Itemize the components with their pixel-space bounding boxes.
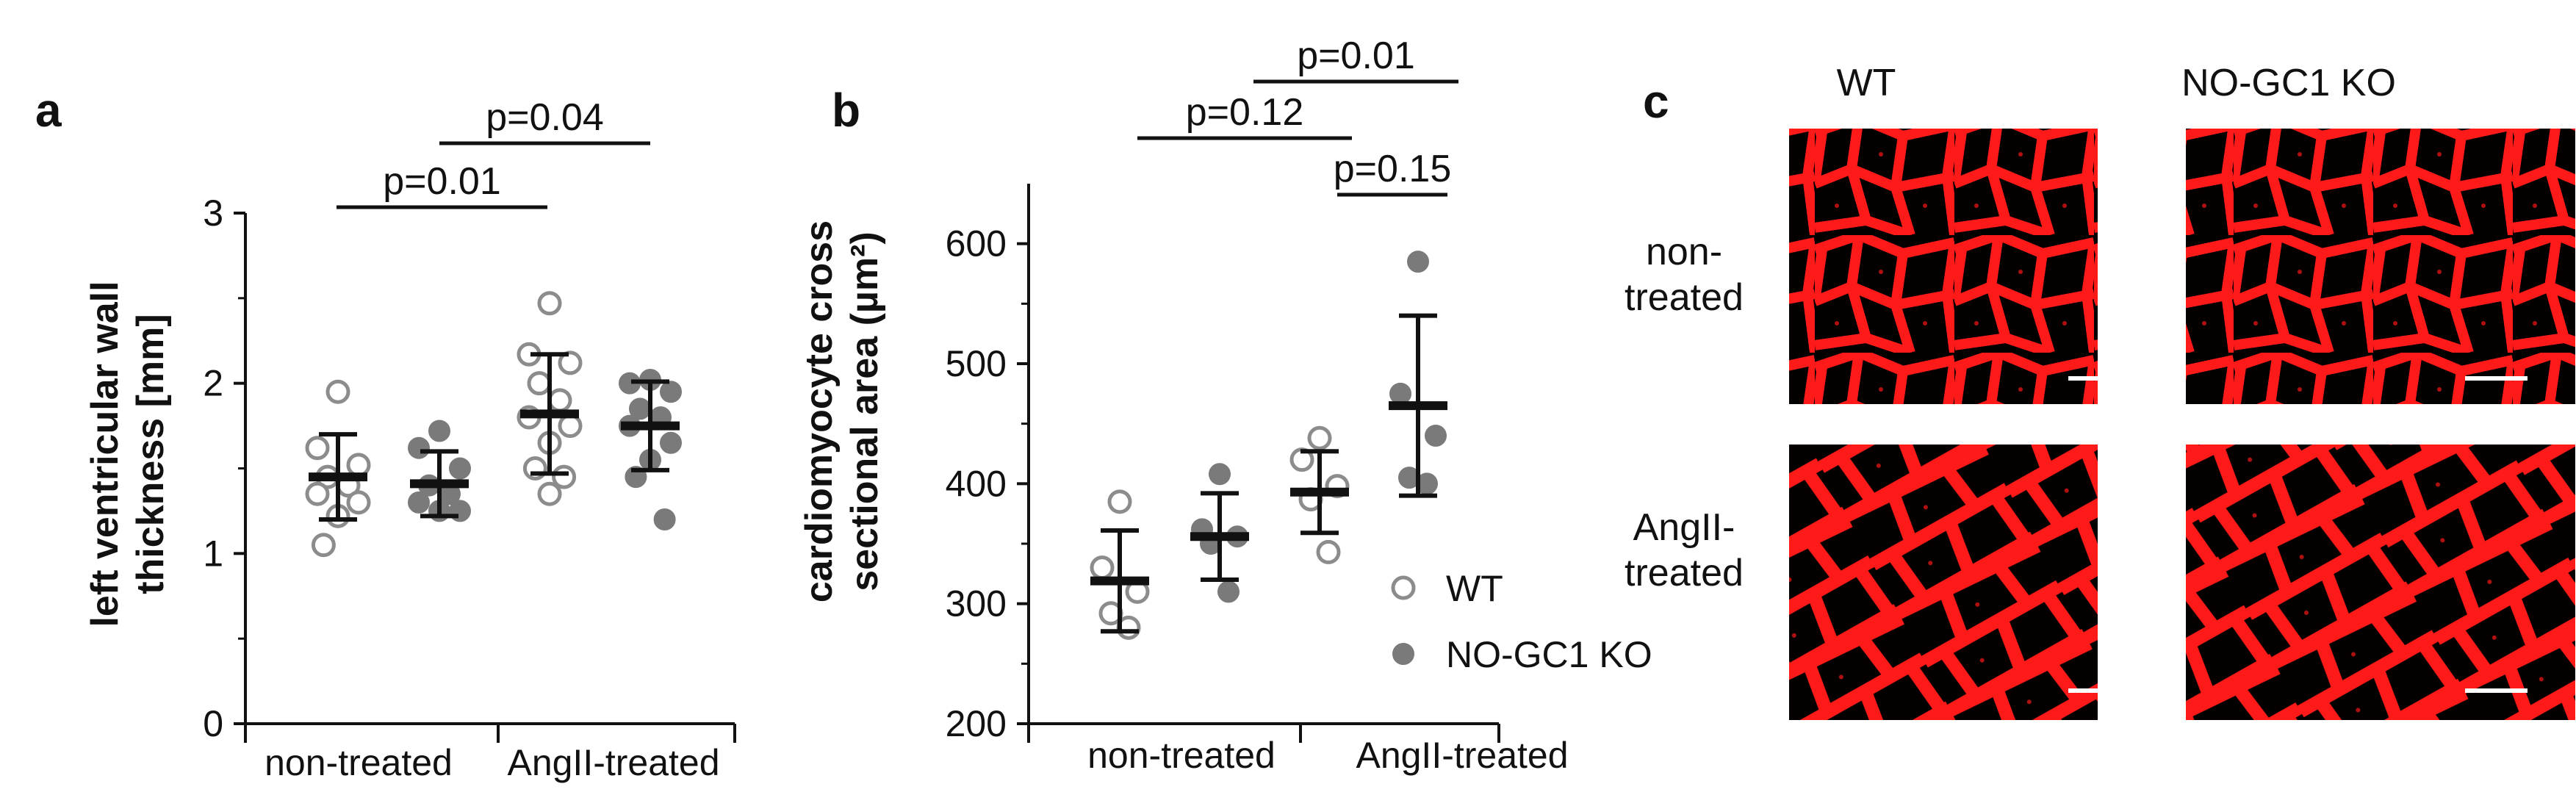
data-point	[558, 414, 583, 439]
p-value-label: p=0.04	[486, 96, 604, 139]
data-point	[408, 436, 430, 459]
data-point	[449, 457, 471, 480]
legend-marker	[1392, 643, 1414, 665]
data-point	[1389, 382, 1411, 405]
data-point	[537, 481, 562, 506]
row-header-angii-line2: treated	[1625, 552, 1744, 594]
data-point	[346, 490, 371, 515]
data-point	[552, 464, 577, 489]
micrograph-wt-nontreated	[1789, 129, 2098, 404]
micrograph-ko-nontreated	[2186, 129, 2575, 404]
panel-a-letter: a	[35, 84, 62, 137]
data-point	[305, 436, 330, 461]
panel-a-ylabel-line1: left ventricular wall	[84, 281, 126, 627]
y-tick-label: 500	[946, 343, 1007, 384]
p-value-label: p=0.01	[1297, 35, 1415, 77]
y-tick-label: 1	[203, 533, 223, 574]
panel-b-ylabel-line1: cardiomyocyte cross	[798, 220, 841, 602]
data-point	[325, 379, 350, 404]
row-header-nt-line1: non-	[1646, 231, 1722, 273]
p-value-label: p=0.01	[383, 160, 501, 203]
data-point	[558, 350, 583, 375]
data-point	[547, 388, 572, 413]
data-point	[1217, 580, 1240, 603]
legend-label: NO-GC1 KO	[1446, 634, 1652, 675]
data-point	[311, 533, 336, 558]
data-point	[527, 371, 552, 396]
data-point	[660, 381, 682, 403]
panel-b-plot: 200 300 400 500 600 non-treated AngII-treated p…	[946, 35, 1652, 776]
data-point	[653, 508, 676, 530]
p-value-label: p=0.15	[1334, 148, 1452, 190]
micrograph-ko-angii	[2186, 445, 2575, 720]
panel-c: c WT NO-GC1 KO non- treated AngII- treat…	[1625, 62, 2575, 720]
x-group-label: AngII-treated	[507, 742, 719, 783]
y-tick-label: 300	[946, 583, 1007, 625]
data-point	[1425, 425, 1447, 447]
data-point	[305, 481, 330, 506]
panel-a: a left ventricular wall thickness [mm] 0…	[35, 84, 736, 783]
data-point	[537, 291, 562, 316]
panel-b: b cardiomyocyte cross sectional area (µm…	[798, 35, 1652, 776]
column-header-ko: NO-GC1 KO	[2181, 62, 2396, 104]
data-point	[346, 453, 371, 478]
data-point	[1407, 251, 1429, 273]
y-tick-label: 0	[203, 703, 223, 744]
panel-a-ylabel-line2: thickness [mm]	[129, 314, 172, 594]
panel-b-ylabel-line2: sectional area (µm²)	[843, 231, 886, 591]
data-point	[408, 491, 430, 514]
micrograph-wt-angii	[1789, 445, 2098, 720]
legend-label: WT	[1446, 568, 1503, 609]
row-header-nt-line2: treated	[1625, 276, 1744, 319]
x-group-label: non-treated	[1087, 735, 1276, 776]
row-header-angii-line1: AngII-	[1633, 506, 1735, 549]
y-tick-label: 400	[946, 463, 1007, 504]
x-group-label: non-treated	[265, 742, 453, 783]
panel-b-letter: b	[832, 84, 860, 137]
y-tick-label: 3	[203, 192, 223, 234]
y-tick-label: 200	[946, 703, 1007, 744]
y-tick-label: 600	[946, 223, 1007, 265]
data-point	[1209, 463, 1231, 486]
data-point	[428, 420, 450, 442]
data-point	[1107, 489, 1132, 514]
y-tick-label: 2	[203, 363, 223, 404]
x-group-label: AngII-treated	[1356, 735, 1568, 776]
data-point	[1090, 555, 1115, 580]
column-header-wt: WT	[1837, 62, 1896, 104]
data-point	[1316, 539, 1341, 564]
legend-marker	[1391, 575, 1416, 600]
panel-c-letter: c	[1643, 75, 1669, 128]
data-point	[660, 431, 682, 454]
panel-a-plot: 0 1 2 3 non-treated AngII-treated p=0.01 p=0.04	[203, 96, 736, 783]
p-value-label: p=0.12	[1186, 91, 1304, 134]
data-point	[1307, 425, 1332, 450]
